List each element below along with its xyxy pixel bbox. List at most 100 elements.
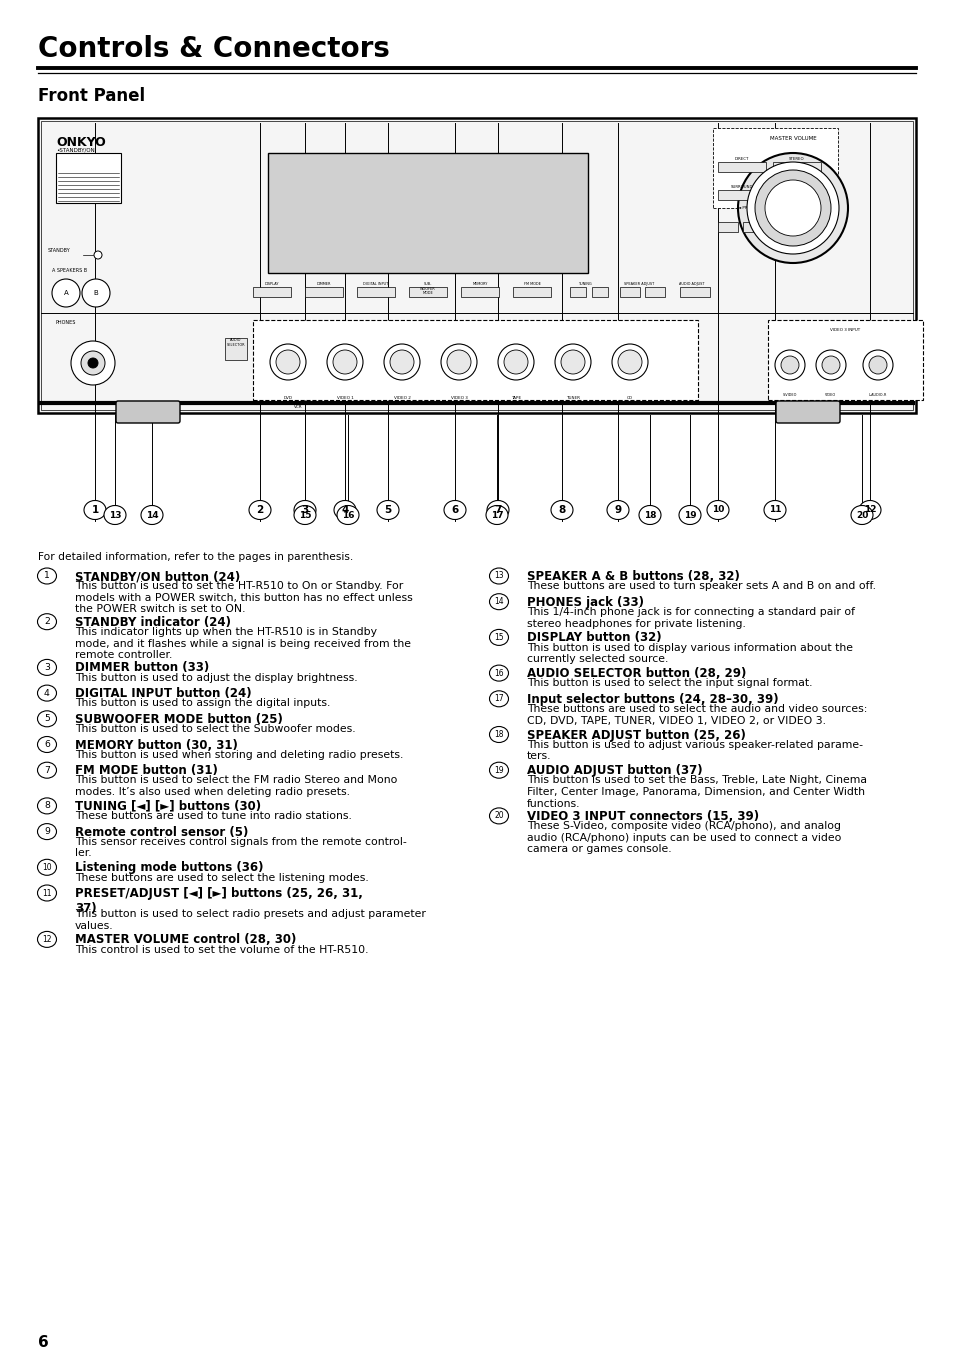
Text: S-VIDEO: S-VIDEO bbox=[782, 393, 797, 397]
Text: This button is used to select radio presets and adjust parameter
values.: This button is used to select radio pres… bbox=[75, 909, 425, 931]
Circle shape bbox=[612, 345, 647, 380]
Text: PRESET/ADJUST [◄] [►] buttons (25, 26, 31,
37): PRESET/ADJUST [◄] [►] buttons (25, 26, 3… bbox=[75, 888, 362, 915]
Text: This button is used to select the FM radio Stereo and Mono
modes. It’s also used: This button is used to select the FM rad… bbox=[75, 775, 397, 797]
Text: This button is used to adjust various speaker-related parame-
ters.: This button is used to adjust various sp… bbox=[526, 740, 862, 762]
Circle shape bbox=[275, 350, 299, 374]
Ellipse shape bbox=[763, 500, 785, 520]
Text: Front Panel: Front Panel bbox=[38, 86, 145, 105]
Text: ◄ PRESET/ADJUST ►: ◄ PRESET/ADJUST ► bbox=[738, 205, 779, 209]
Text: VIDEO 3: VIDEO 3 bbox=[450, 396, 467, 400]
Text: MEMORY button (30, 31): MEMORY button (30, 31) bbox=[75, 739, 237, 751]
Bar bbox=[225, 338, 247, 359]
Text: These buttons are used to select the listening modes.: These buttons are used to select the lis… bbox=[75, 873, 369, 882]
Bar bbox=[356, 286, 395, 297]
Text: 3: 3 bbox=[44, 663, 50, 671]
Bar bbox=[268, 153, 587, 273]
Text: TAPE: TAPE bbox=[511, 396, 520, 400]
Text: FM MODE button (31): FM MODE button (31) bbox=[75, 765, 217, 777]
Text: DIMMER button (33): DIMMER button (33) bbox=[75, 662, 209, 674]
Text: DISPLAY: DISPLAY bbox=[265, 282, 279, 286]
Ellipse shape bbox=[37, 685, 56, 701]
Circle shape bbox=[754, 170, 830, 246]
Circle shape bbox=[384, 345, 419, 380]
Text: 6: 6 bbox=[451, 505, 458, 515]
Text: 12: 12 bbox=[862, 505, 876, 515]
Text: This button is used to display various information about the
currently selected : This button is used to display various i… bbox=[526, 643, 852, 665]
Circle shape bbox=[52, 280, 80, 307]
Text: 17: 17 bbox=[490, 511, 503, 520]
Text: This 1/4-inch phone jack is for connecting a standard pair of
stereo headphones : This 1/4-inch phone jack is for connecti… bbox=[526, 607, 854, 628]
Text: SPEAKER ADJUST: SPEAKER ADJUST bbox=[623, 282, 654, 286]
Circle shape bbox=[821, 357, 840, 374]
Ellipse shape bbox=[639, 505, 660, 524]
Circle shape bbox=[94, 251, 102, 259]
Text: This button is used when storing and deleting radio presets.: This button is used when storing and del… bbox=[75, 750, 403, 759]
Ellipse shape bbox=[37, 567, 56, 584]
Text: L-AUDIO-R: L-AUDIO-R bbox=[868, 393, 886, 397]
Circle shape bbox=[868, 357, 886, 374]
Text: MASTER VOLUME: MASTER VOLUME bbox=[769, 136, 816, 141]
Text: For detailed information, refer to the pages in parenthesis.: For detailed information, refer to the p… bbox=[38, 553, 353, 562]
Text: 17: 17 bbox=[494, 694, 503, 704]
Text: 5: 5 bbox=[44, 715, 50, 723]
Bar bbox=[460, 286, 498, 297]
Text: This button is used to select the input signal format.: This button is used to select the input … bbox=[526, 678, 812, 688]
Text: 8: 8 bbox=[558, 505, 565, 515]
Circle shape bbox=[815, 350, 845, 380]
Text: VIDEO 3 INPUT: VIDEO 3 INPUT bbox=[829, 328, 860, 332]
Ellipse shape bbox=[334, 500, 355, 520]
Circle shape bbox=[862, 350, 892, 380]
Text: This button is used to select the Subwoofer modes.: This button is used to select the Subwoo… bbox=[75, 724, 355, 734]
Ellipse shape bbox=[37, 659, 56, 676]
Bar bbox=[253, 320, 698, 400]
Circle shape bbox=[746, 162, 838, 254]
Text: 4: 4 bbox=[341, 505, 349, 515]
Circle shape bbox=[440, 345, 476, 380]
Text: B: B bbox=[93, 290, 98, 296]
Text: Listening mode buttons (36): Listening mode buttons (36) bbox=[75, 862, 263, 874]
Bar bbox=[56, 153, 121, 203]
Bar bbox=[712, 128, 837, 208]
Text: These buttons are used to turn speaker sets A and B on and off.: These buttons are used to turn speaker s… bbox=[526, 581, 875, 592]
Text: AUDIO ADJUST: AUDIO ADJUST bbox=[679, 282, 704, 286]
Ellipse shape bbox=[489, 727, 508, 743]
Text: VIDEO 1: VIDEO 1 bbox=[336, 396, 353, 400]
Ellipse shape bbox=[858, 500, 880, 520]
Bar bbox=[772, 190, 821, 200]
Bar bbox=[679, 286, 709, 297]
Text: These buttons are used to tune into radio stations.: These buttons are used to tune into radi… bbox=[75, 811, 352, 821]
Bar bbox=[644, 286, 664, 297]
Bar bbox=[513, 286, 551, 297]
Text: DIMMER: DIMMER bbox=[316, 282, 331, 286]
Ellipse shape bbox=[485, 505, 507, 524]
Text: SUBWOOFER MODE button (25): SUBWOOFER MODE button (25) bbox=[75, 713, 283, 725]
Bar bbox=[409, 286, 447, 297]
Bar bbox=[772, 162, 821, 172]
Text: 20: 20 bbox=[494, 812, 503, 820]
Ellipse shape bbox=[37, 885, 56, 901]
Ellipse shape bbox=[37, 859, 56, 875]
Ellipse shape bbox=[37, 762, 56, 778]
Text: PHONES: PHONES bbox=[56, 320, 76, 326]
Text: VIDEO 3 INPUT connectors (15, 39): VIDEO 3 INPUT connectors (15, 39) bbox=[526, 809, 759, 823]
Ellipse shape bbox=[37, 798, 56, 813]
Ellipse shape bbox=[336, 505, 358, 524]
Text: DIGITAL INPUT: DIGITAL INPUT bbox=[363, 282, 388, 286]
Ellipse shape bbox=[489, 593, 508, 609]
Text: This indicator lights up when the HT-R510 is in Standby
mode, and it flashes whi: This indicator lights up when the HT-R51… bbox=[75, 627, 411, 661]
Ellipse shape bbox=[37, 736, 56, 753]
Circle shape bbox=[503, 350, 527, 374]
Text: 2: 2 bbox=[44, 617, 50, 627]
FancyBboxPatch shape bbox=[775, 401, 840, 423]
Ellipse shape bbox=[376, 500, 398, 520]
Text: 9: 9 bbox=[44, 827, 50, 836]
Bar bbox=[38, 118, 915, 413]
Text: DVD: DVD bbox=[283, 396, 293, 400]
Text: 14: 14 bbox=[146, 511, 158, 520]
Circle shape bbox=[447, 350, 471, 374]
Circle shape bbox=[781, 357, 799, 374]
Ellipse shape bbox=[443, 500, 465, 520]
Text: STANDBY: STANDBY bbox=[48, 249, 71, 253]
Text: ONKYO: ONKYO bbox=[56, 136, 106, 149]
Text: A: A bbox=[64, 290, 69, 296]
